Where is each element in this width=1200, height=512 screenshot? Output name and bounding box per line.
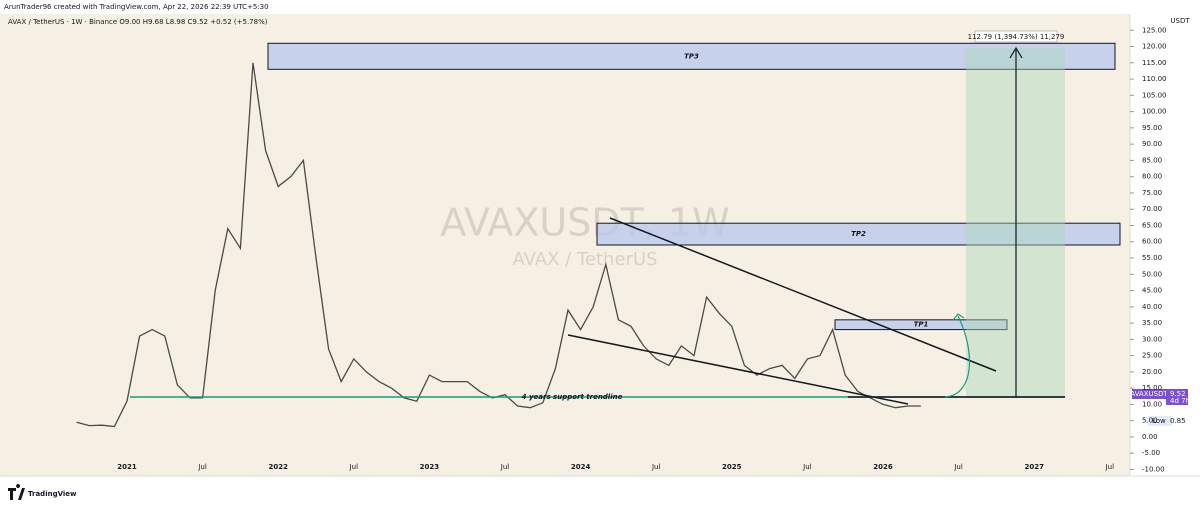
target-label: TP3 xyxy=(684,52,699,60)
watermark-desc: AVAX / TetherUS xyxy=(512,249,657,270)
y-tick-label: 0.00 xyxy=(1142,433,1158,441)
x-tick-label: 2025 xyxy=(722,463,742,471)
upper-trendline xyxy=(609,217,997,372)
x-tick-label: 2026 xyxy=(873,463,893,471)
target-label: TP2 xyxy=(851,230,866,238)
y-tick-label: 60.00 xyxy=(1142,238,1162,246)
currency-label: USDT xyxy=(1170,17,1190,25)
y-tick-label: 35.00 xyxy=(1142,319,1162,327)
x-tick-label: Jul xyxy=(953,463,963,471)
y-tick-label: -10.00 xyxy=(1142,465,1165,473)
x-tick-label: 2024 xyxy=(571,463,591,471)
y-tick-label: 20.00 xyxy=(1142,368,1162,376)
y-tick-label: 10.00 xyxy=(1142,400,1162,408)
y-tick-label: 55.00 xyxy=(1142,254,1162,262)
x-tick-label: 2022 xyxy=(268,463,288,471)
logo-text: TradingView xyxy=(28,490,77,498)
y-tick-label: 25.00 xyxy=(1142,352,1162,360)
y-tick-label: 110.00 xyxy=(1142,75,1167,83)
x-tick-label: Jul xyxy=(197,463,207,471)
target-box xyxy=(834,319,1008,331)
y-tick-label: 70.00 xyxy=(1142,205,1162,213)
low-value: 0.85 xyxy=(1170,417,1186,425)
x-tick-label: Jul xyxy=(651,463,661,471)
x-tick-label: 2027 xyxy=(1024,463,1044,471)
measure-box xyxy=(974,30,1058,43)
y-tick-label: 85.00 xyxy=(1142,156,1162,164)
x-tick-label: 2021 xyxy=(117,463,137,471)
arrow-head xyxy=(952,313,965,321)
y-tick-label: -5.00 xyxy=(1142,449,1160,457)
author-line: ArunTrader96 created with TradingView.co… xyxy=(4,3,269,11)
y-tick-label: 30.00 xyxy=(1142,335,1162,343)
x-tick-label: Jul xyxy=(802,463,812,471)
target-box xyxy=(267,42,1116,70)
low-tag xyxy=(1148,416,1172,426)
y-tick-label: 15.00 xyxy=(1142,384,1162,392)
trendline-label: 4 years support trendline xyxy=(522,393,623,401)
price-tag xyxy=(1166,389,1188,405)
price-tag-text: 9.52 xyxy=(1170,390,1186,398)
y-tick-label: 105.00 xyxy=(1142,91,1167,99)
target-label: TP1 xyxy=(914,321,929,329)
measure-label: 112.79 (1,394.73%) 11,279 xyxy=(968,33,1065,41)
symbol-tag xyxy=(1132,389,1166,399)
low-label: Low xyxy=(1152,417,1166,425)
y-tick-label: 100.00 xyxy=(1142,108,1167,116)
x-tick-label: 2023 xyxy=(420,463,440,471)
symbol-line: AVAX / TetherUS · 1W · Binance O9.00 H9.… xyxy=(8,18,268,26)
logo-icon xyxy=(8,484,25,500)
y-tick-label: 95.00 xyxy=(1142,124,1162,132)
lower-trendline xyxy=(567,334,909,405)
y-tick-label: 125.00 xyxy=(1142,26,1167,34)
y-tick-label: 120.00 xyxy=(1142,43,1167,51)
curved-arrow xyxy=(944,315,971,398)
y-tick-label: 50.00 xyxy=(1142,270,1162,278)
y-tick-label: 65.00 xyxy=(1142,221,1162,229)
countdown-text: 4d 7h xyxy=(1170,397,1190,405)
x-tick-label: Jul xyxy=(500,463,510,471)
arrow-head xyxy=(1009,46,1023,59)
y-tick-label: 40.00 xyxy=(1142,303,1162,311)
y-tick-label: 5.00 xyxy=(1142,417,1158,425)
symbol-tag-text: AVAXUSDT xyxy=(1130,390,1168,398)
x-tick-label: Jul xyxy=(349,463,359,471)
target-box xyxy=(596,222,1121,246)
y-tick-label: 115.00 xyxy=(1142,59,1167,67)
x-tick-label: Jul xyxy=(1105,463,1115,471)
y-tick-label: 45.00 xyxy=(1142,287,1162,295)
y-tick-label: 75.00 xyxy=(1142,189,1162,197)
y-tick-label: 90.00 xyxy=(1142,140,1162,148)
y-tick-label: 80.00 xyxy=(1142,173,1162,181)
